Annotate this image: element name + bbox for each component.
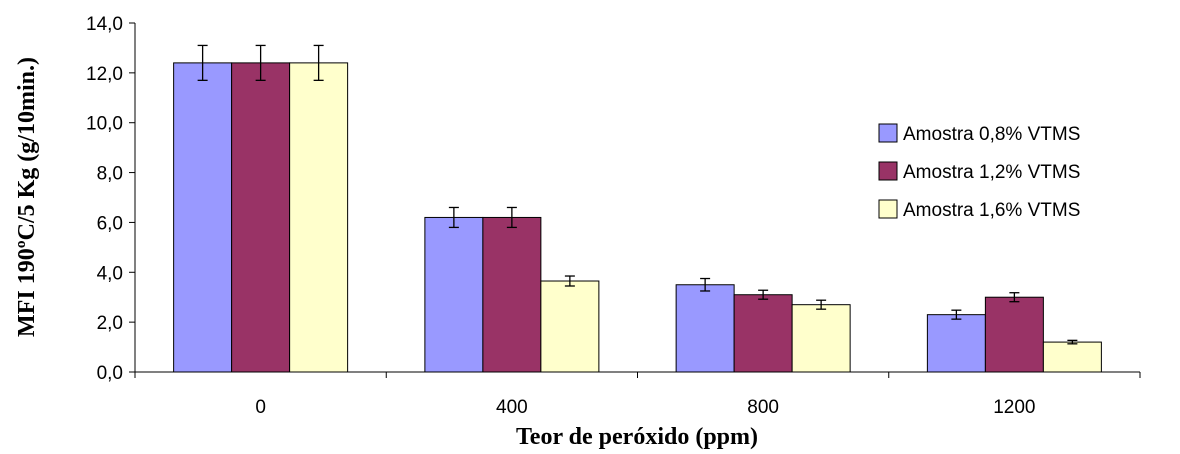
y-tick-label: 2,0 — [97, 313, 123, 334]
legend-swatch — [878, 123, 898, 143]
bar — [984, 296, 1044, 373]
bar — [231, 62, 291, 373]
legend-swatch — [878, 199, 898, 219]
y-tick-label: 0,0 — [97, 363, 123, 384]
y-axis-title: MFI 190ºC/5 Kg (g/10min.) — [14, 57, 40, 337]
y-tick-label: 14,0 — [86, 14, 123, 35]
legend-label: Amostra 0,8% VTMS — [903, 124, 1080, 145]
y-tick-label: 10,0 — [86, 114, 123, 135]
bar — [540, 280, 600, 373]
x-tick-label: 400 — [496, 397, 528, 418]
bar — [675, 284, 735, 373]
error-bars-layer — [197, 44, 1078, 345]
bar — [1042, 341, 1102, 373]
legend-swatch — [878, 161, 898, 181]
bar — [791, 304, 851, 373]
x-tick-label: 0 — [255, 397, 266, 418]
bar — [482, 216, 542, 373]
x-tick-label: 1200 — [993, 397, 1035, 418]
bar — [173, 62, 233, 373]
bar — [424, 216, 484, 373]
bar — [289, 62, 349, 373]
y-tick-label: 8,0 — [97, 164, 123, 185]
x-axis-ticks: 0 400 800 1200 — [134, 372, 1141, 418]
x-tick-label: 800 — [747, 397, 779, 418]
y-axis-ticks: 0,0 2,0 4,0 6,0 8,0 10,0 12,0 14,0 — [86, 14, 135, 384]
y-tick-label: 6,0 — [97, 213, 123, 234]
bar — [733, 294, 793, 373]
legend-label: Amostra 1,2% VTMS — [903, 162, 1080, 183]
x-axis-title: Teor de peróxido (ppm) — [516, 424, 758, 450]
y-tick-label: 12,0 — [86, 64, 123, 85]
legend: Amostra 0,8% VTMS Amostra 1,2% VTMS Amostr… — [878, 123, 1080, 221]
bar — [926, 314, 986, 373]
legend-label: Amostra 1,6% VTMS — [903, 200, 1080, 221]
bars-layer — [173, 62, 1102, 373]
y-tick-label: 4,0 — [97, 263, 123, 284]
